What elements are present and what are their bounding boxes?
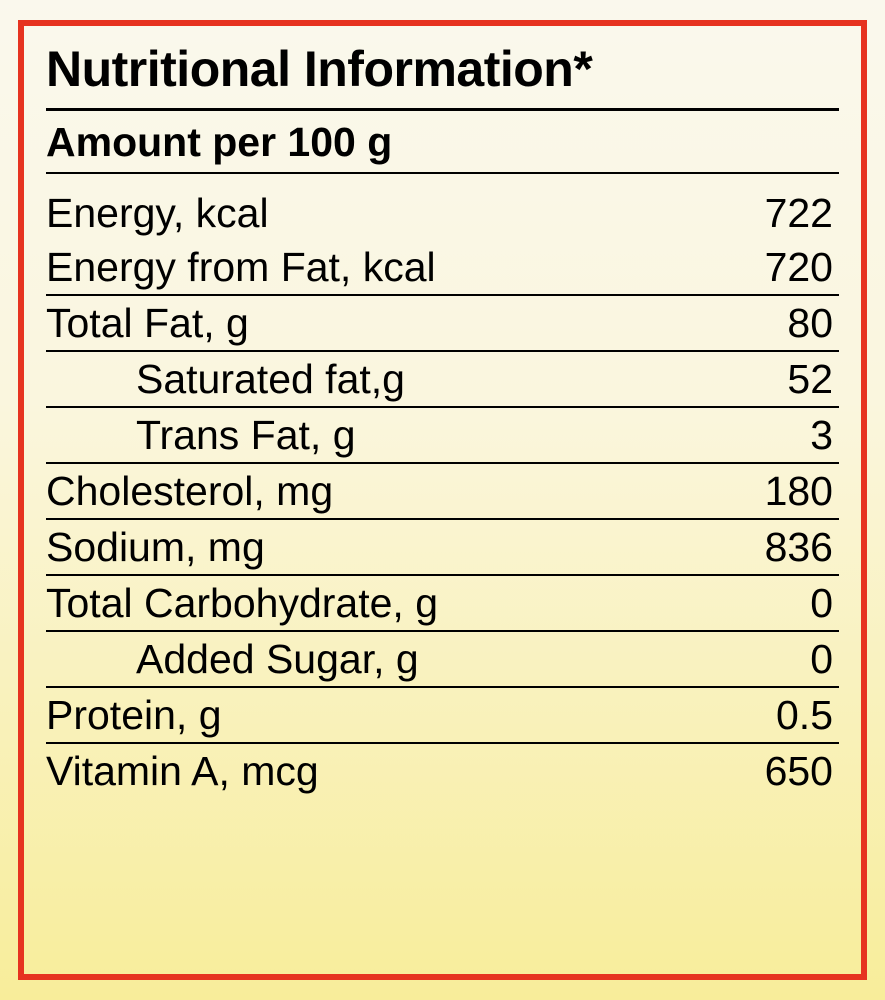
value-energy: 722 bbox=[765, 190, 833, 237]
total-carb-group: Total Carbohydrate, g 0 bbox=[46, 576, 839, 632]
label-total-fat: Total Fat, g bbox=[46, 300, 249, 347]
panel-subtitle: Amount per 100 g bbox=[46, 111, 839, 174]
panel-title: Nutritional Information* bbox=[46, 40, 839, 111]
label-energy-fat: Energy from Fat, kcal bbox=[46, 244, 436, 291]
label-total-carb: Total Carbohydrate, g bbox=[46, 580, 438, 627]
row-energy: Energy, kcal 722 bbox=[46, 186, 839, 240]
added-sugar-group: Added Sugar, g 0 bbox=[46, 632, 839, 688]
value-added-sugar: 0 bbox=[810, 636, 833, 683]
label-protein: Protein, g bbox=[46, 692, 222, 739]
row-added-sugar: Added Sugar, g 0 bbox=[46, 632, 839, 686]
nutrition-panel: Nutritional Information* Amount per 100 … bbox=[18, 20, 867, 980]
label-energy: Energy, kcal bbox=[46, 190, 269, 237]
label-trans-fat: Trans Fat, g bbox=[46, 412, 356, 459]
sat-fat-group: Saturated fat,g 52 bbox=[46, 352, 839, 408]
row-trans-fat: Trans Fat, g 3 bbox=[46, 408, 839, 462]
row-sodium: Sodium, mg 836 bbox=[46, 520, 839, 574]
total-fat-group: Total Fat, g 80 bbox=[46, 296, 839, 352]
label-sodium: Sodium, mg bbox=[46, 524, 265, 571]
value-total-carb: 0 bbox=[810, 580, 833, 627]
value-cholesterol: 180 bbox=[765, 468, 833, 515]
value-protein: 0.5 bbox=[776, 692, 833, 739]
vitamin-a-group: Vitamin A, mcg 650 bbox=[46, 744, 839, 798]
trans-fat-group: Trans Fat, g 3 bbox=[46, 408, 839, 464]
value-energy-fat: 720 bbox=[765, 244, 833, 291]
row-vitamin-a: Vitamin A, mcg 650 bbox=[46, 744, 839, 798]
value-total-fat: 80 bbox=[787, 300, 833, 347]
row-sat-fat: Saturated fat,g 52 bbox=[46, 352, 839, 406]
value-sodium: 836 bbox=[765, 524, 833, 571]
label-vitamin-a: Vitamin A, mcg bbox=[46, 748, 319, 795]
row-protein: Protein, g 0.5 bbox=[46, 688, 839, 742]
sodium-group: Sodium, mg 836 bbox=[46, 520, 839, 576]
label-cholesterol: Cholesterol, mg bbox=[46, 468, 333, 515]
value-sat-fat: 52 bbox=[787, 356, 833, 403]
row-cholesterol: Cholesterol, mg 180 bbox=[46, 464, 839, 518]
protein-group: Protein, g 0.5 bbox=[46, 688, 839, 744]
row-energy-fat: Energy from Fat, kcal 720 bbox=[46, 240, 839, 294]
cholesterol-group: Cholesterol, mg 180 bbox=[46, 464, 839, 520]
label-added-sugar: Added Sugar, g bbox=[46, 636, 419, 683]
energy-group: Energy, kcal 722 Energy from Fat, kcal 7… bbox=[46, 174, 839, 296]
row-total-carb: Total Carbohydrate, g 0 bbox=[46, 576, 839, 630]
value-vitamin-a: 650 bbox=[765, 748, 833, 795]
label-sat-fat: Saturated fat,g bbox=[46, 356, 405, 403]
row-total-fat: Total Fat, g 80 bbox=[46, 296, 839, 350]
value-trans-fat: 3 bbox=[810, 412, 833, 459]
